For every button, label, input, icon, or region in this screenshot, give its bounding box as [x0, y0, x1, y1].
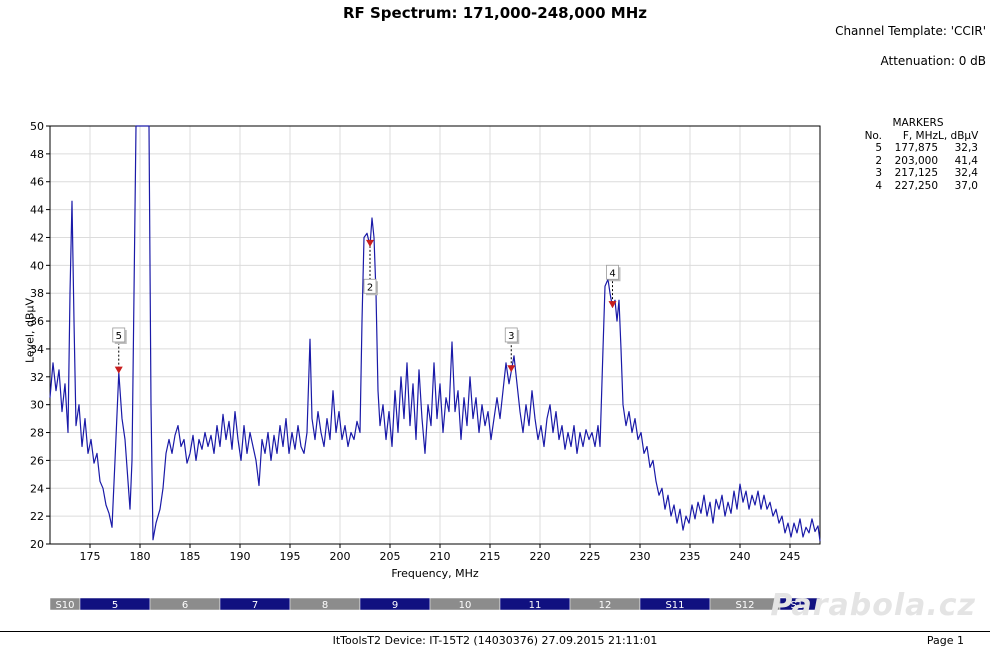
channel-label: 11	[529, 600, 542, 611]
marker-flag	[363, 278, 377, 294]
y-tick-label: 24	[30, 482, 44, 495]
y-tick-label: 50	[30, 120, 44, 133]
marker-flag	[504, 327, 518, 343]
grid	[49, 125, 821, 545]
y-tick-label: 36	[30, 315, 44, 328]
marker-freq: 227,250	[894, 179, 938, 192]
plot-area	[50, 126, 820, 544]
channel-label: 12	[599, 600, 612, 611]
y-tick-label: 28	[30, 427, 44, 440]
x-tick-label: 235	[680, 550, 701, 563]
marker-freq: 203,000	[894, 154, 938, 167]
channel-label: 5	[112, 600, 118, 611]
marker-flag	[606, 264, 619, 280]
x-tick-label: 230	[630, 550, 651, 563]
channel-bar: S10 5 6 7 8 9 10 11 12 S11 S12 S13	[49, 597, 821, 611]
marker-no: 3	[875, 167, 882, 180]
x-tick-label: 185	[180, 550, 201, 563]
x-axis-label: Frequency, MHz	[391, 567, 479, 580]
footer-device-info: ItToolsT2 Device: IT-15T2 (14030376) 27.…	[332, 634, 658, 647]
channel-label: 6	[182, 600, 188, 611]
channel-label: 8	[322, 600, 328, 611]
y-tick-label: 44	[30, 204, 44, 217]
marker-flag-label: 4	[609, 268, 615, 279]
y-tick-label: 40	[30, 259, 44, 272]
channel-label: 9	[392, 600, 398, 611]
channel-label: S12	[735, 600, 754, 611]
channel-label: 7	[252, 600, 258, 611]
marker-level: 37,0	[954, 179, 978, 192]
chart-title: RF Spectrum: 171,000-248,000 MHz	[342, 4, 648, 22]
y-tick-label: 22	[30, 510, 44, 523]
attenuation-label: Attenuation: 0 dB	[880, 54, 987, 68]
x-tick-label: 180	[130, 550, 151, 563]
marker-point	[507, 365, 516, 373]
markers: 5 2 3 4	[112, 239, 621, 374]
markers-table-row: 2 203,000 41,4	[858, 155, 978, 168]
marker-level: 32,4	[954, 167, 978, 180]
marker-freq: 217,125	[894, 167, 938, 180]
markers-header-freq: F, MHz	[902, 129, 938, 142]
y-tick-label: 32	[30, 371, 44, 384]
x-tick-label: 225	[580, 550, 601, 563]
marker-no: 5	[875, 142, 882, 155]
y-tick-label: 46	[30, 176, 44, 189]
marker-level: 32,3	[954, 142, 978, 155]
x-tick-label: 195	[280, 550, 301, 563]
watermark-logo: Parabola.cz	[770, 588, 976, 623]
marker-no: 4	[875, 179, 882, 192]
page-number: Page 1	[926, 634, 964, 647]
x-tick-label: 245	[780, 550, 801, 563]
y-tick-label: 30	[30, 399, 44, 412]
x-tick-label: 190	[230, 550, 251, 563]
markers-table-row: 3 217,125 32,4	[858, 167, 978, 180]
channel-segment	[779, 597, 821, 611]
marker-no: 2	[875, 154, 882, 167]
marker-flag	[112, 327, 126, 343]
markers-table-row: 5 177,875 32,3	[858, 142, 978, 155]
markers-table: MARKERS No. F, MHz L, dBµV 5 177,875 32,…	[858, 117, 979, 193]
marker-point	[114, 366, 123, 374]
spectrum-trace	[49, 125, 821, 542]
y-tick-label: 34	[30, 343, 44, 356]
markers-header-level: L, dBµV	[938, 129, 979, 142]
markers-header-no: No.	[864, 129, 882, 142]
channel-label: S10	[55, 600, 74, 611]
channel-label: S11	[665, 600, 684, 611]
x-tick-label: 210	[430, 550, 451, 563]
x-tick-label: 175	[80, 550, 101, 563]
x-tick-label: 205	[380, 550, 401, 563]
marker-flag-label: 3	[508, 331, 514, 342]
marker-flag-label: 5	[116, 331, 122, 342]
channel-label: S13	[790, 600, 809, 611]
marker-freq: 177,875	[894, 142, 938, 155]
marker-point	[366, 239, 374, 247]
channel-template-label: Channel Template: 'CCIR'	[835, 24, 986, 38]
spectrum-line	[49, 125, 821, 542]
plot-frame	[49, 125, 821, 545]
y-tick-label: 26	[30, 454, 44, 467]
y-tick-label: 42	[30, 231, 44, 244]
footer-divider	[0, 631, 990, 632]
x-tick-label: 240	[730, 550, 751, 563]
markers-table-title: MARKERS	[892, 117, 944, 129]
y-tick-label: 38	[30, 287, 44, 300]
y-tick-label: 20	[30, 538, 44, 551]
marker-flag-label: 2	[367, 282, 373, 293]
x-tick-label: 215	[480, 550, 501, 563]
x-tick-label: 200	[330, 550, 351, 563]
y-tick-label: 48	[30, 148, 44, 161]
marker-level: 41,4	[954, 154, 978, 167]
markers-table-header: No. F, MHz L, dBµV	[858, 129, 979, 143]
channel-label: 10	[459, 600, 472, 611]
markers-table-row: 4 227,250 37,0	[858, 180, 978, 193]
x-tick-label: 220	[530, 550, 551, 563]
marker-point	[608, 301, 617, 309]
